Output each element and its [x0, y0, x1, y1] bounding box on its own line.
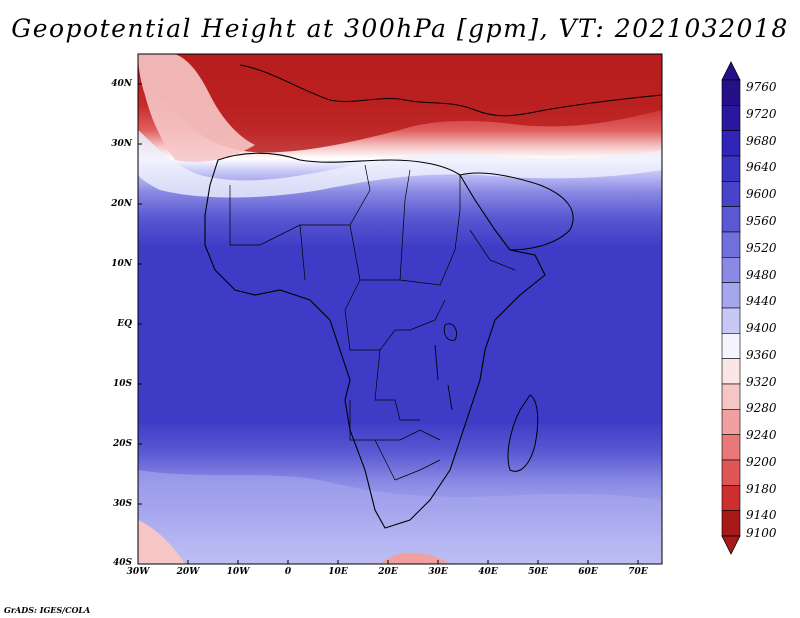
colorbar-swatch: [721, 79, 741, 106]
map-frame: [137, 53, 663, 565]
lon-label-20e: 20E: [378, 567, 398, 577]
lat-label-20n: 20N: [111, 199, 132, 209]
colorbar-label-2: 9680: [746, 134, 777, 148]
colorbar-swatch: [721, 307, 741, 334]
contour-band-white-north: [138, 130, 662, 198]
colorbar-swatch: [721, 231, 741, 258]
colorbar-label-9: 9400: [746, 321, 777, 335]
europe-coastline: [239, 64, 663, 117]
map-title: Geopotential Height at 300hPa [gpm], VT:…: [11, 14, 789, 43]
colorbar-label-7: 9480: [746, 268, 777, 282]
colorbar-label-15: 9180: [746, 482, 777, 496]
colorbar-label-11: 9320: [746, 375, 777, 389]
colorbar: [721, 61, 741, 555]
colorbar-swatch: [721, 358, 741, 385]
lat-label-30s: 30S: [112, 499, 132, 509]
colorbar-swatch: [721, 155, 741, 182]
colorbar-label-12: 9280: [746, 401, 777, 415]
great-lakes: [434, 323, 457, 411]
colorbar-label-10: 9360: [746, 348, 777, 362]
colorbar-label-1: 9720: [746, 107, 777, 121]
contour-band-pink-south-1: [138, 520, 185, 564]
colorbar-swatch: [721, 282, 741, 309]
colorbar-swatch: [721, 333, 741, 359]
contour-band-red-north: [138, 54, 662, 153]
lon-label-50e: 50E: [528, 567, 548, 577]
arabian-peninsula: [459, 172, 574, 251]
colorbar-label-14: 9200: [746, 455, 777, 469]
colorbar-label-8: 9440: [746, 294, 777, 308]
lon-label-10w: 10W: [226, 567, 250, 577]
lat-label-10n: 10N: [111, 259, 132, 269]
lon-label-20w: 20W: [176, 567, 200, 577]
colorbar-swatch: [721, 383, 741, 410]
lon-label-70e: 70E: [628, 567, 648, 577]
lat-label-40n: 40N: [111, 79, 132, 89]
colorbar-label-5: 9560: [746, 214, 777, 228]
colorbar-swatch: [721, 485, 741, 511]
colorbar-swatch: [721, 510, 741, 537]
colorbar-swatch: [721, 409, 741, 435]
colorbar-swatch: [721, 181, 741, 207]
lat-label-eq: EQ: [117, 319, 132, 329]
lon-label-0: 0: [284, 567, 292, 577]
colorbar-label-17: 9100: [746, 526, 777, 540]
contour-band-light-south: [138, 470, 662, 564]
lat-label-40s: 40S: [112, 558, 132, 568]
lat-label-10s: 10S: [112, 379, 132, 389]
country-borders: [229, 164, 516, 481]
colorbar-swatch: [721, 130, 741, 157]
colorbar-label-4: 9600: [746, 187, 777, 201]
axis-ticks: [138, 83, 639, 564]
colorbar-swatch: [721, 434, 741, 461]
lat-label-20s: 20S: [112, 439, 132, 449]
colorbar-label-16: 9140: [746, 508, 777, 522]
colorbar-swatch: [721, 257, 741, 283]
contour-band-pink-north: [138, 54, 255, 162]
lon-label-60e: 60E: [578, 567, 598, 577]
madagascar: [507, 394, 539, 472]
africa-coastline: [204, 152, 546, 529]
colorbar-arrow-bottom: [721, 535, 741, 555]
lon-label-40e: 40E: [478, 567, 498, 577]
colorbar-swatch: [721, 105, 741, 131]
lon-label-10e: 10E: [328, 567, 348, 577]
colorbar-arrow-top: [721, 61, 741, 81]
contour-band-pink-south-2: [380, 552, 450, 564]
colorbar-label-6: 9520: [746, 241, 777, 255]
colorbar-label-13: 9240: [746, 428, 777, 442]
lon-label-30w: 30W: [126, 567, 150, 577]
colorbar-swatch: [721, 206, 741, 233]
colorbar-swatch: [721, 459, 741, 486]
lon-label-30e: 30E: [428, 567, 448, 577]
colorbar-label-0: 9760: [746, 80, 777, 94]
credit-label: GrADS: IGES/COLA: [4, 605, 91, 615]
lat-label-30n: 30N: [111, 139, 132, 149]
colorbar-label-3: 9640: [746, 160, 777, 174]
